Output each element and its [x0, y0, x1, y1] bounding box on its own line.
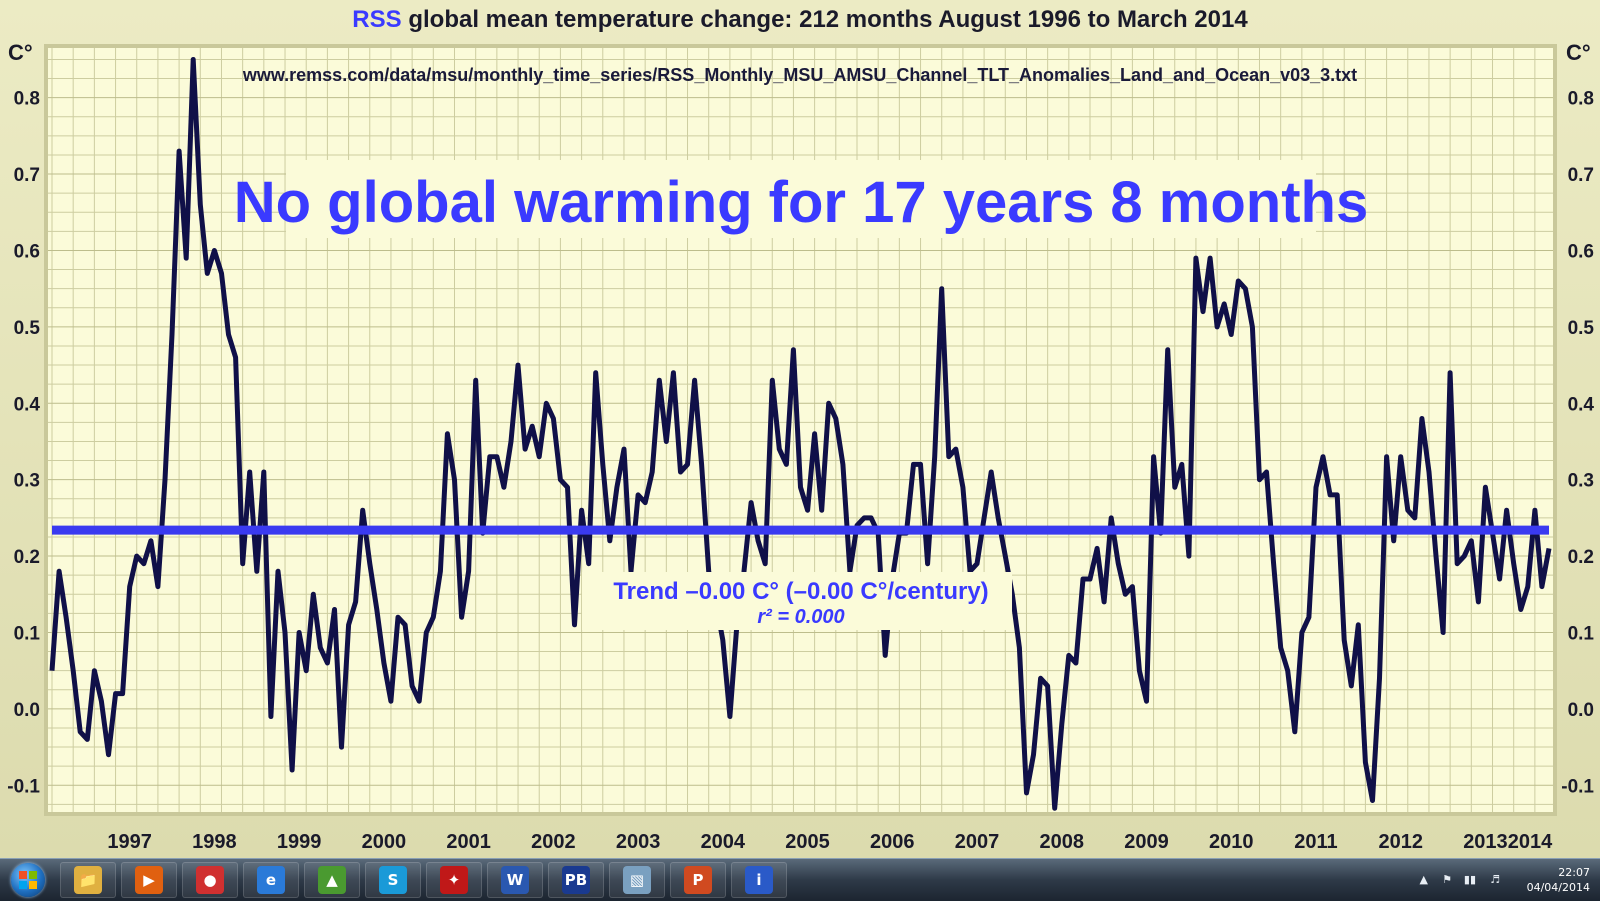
taskbar-app-skype[interactable]: S — [365, 862, 421, 898]
clock-date: 04/04/2014 — [1526, 881, 1590, 894]
clock-time: 22:07 — [1558, 866, 1590, 879]
taskbar-app-acrobat[interactable]: ✦ — [426, 862, 482, 898]
y-tick-label-left: 0.1 — [14, 623, 41, 644]
source-url: www.remss.com/data/msu/monthly_time_seri… — [242, 65, 1357, 85]
info-icon: i — [745, 866, 773, 894]
taskbar-app-media-player[interactable]: ▶ — [121, 862, 177, 898]
series-line-temperature — [49, 57, 1552, 811]
y-tick-label-right: 0.4 — [1568, 394, 1595, 415]
taskbar-app-powerbasic[interactable]: PB — [548, 862, 604, 898]
start-button[interactable] — [6, 862, 50, 898]
x-tick-label: 2008 — [1040, 831, 1085, 853]
tray-signal-icon[interactable]: ▮▮ — [1463, 873, 1476, 886]
generic-app-icon: ▧ — [623, 866, 651, 894]
windows-start-icon — [11, 863, 45, 897]
powerbasic-icon: PB — [562, 866, 590, 894]
x-tick-label: 1999 — [277, 831, 322, 853]
x-tick-label: 2000 — [362, 831, 407, 853]
skype-icon: S — [379, 866, 407, 894]
x-tick-label: 2013 — [1463, 831, 1508, 853]
acrobat-icon: ✦ — [440, 866, 468, 894]
taskbar-app-file-explorer[interactable]: 📁 — [60, 862, 116, 898]
y-tick-label-left: 0.7 — [14, 165, 40, 186]
x-tick-label: 2009 — [1124, 831, 1169, 853]
internet-explorer-icon: e — [257, 866, 285, 894]
y-unit-label-right: C° — [1566, 40, 1591, 65]
word-icon: W — [501, 866, 529, 894]
y-tick-label-right: -0.1 — [1561, 776, 1594, 797]
x-tick-label: 2011 — [1294, 831, 1337, 853]
chart-frame: 0.8 0.8 0.7 0.7 0.6 0.6 0.5 0.5 0.4 0.4 0.3 0.3 0.2 0… — [0, 0, 1600, 858]
headline: No global warming for 17 years 8 months — [234, 170, 1368, 235]
x-tick-label: 2014 — [1508, 831, 1553, 853]
r-squared-annotation: r² = 0.000 — [757, 606, 844, 628]
y-tick-label-right: 0.6 — [1568, 241, 1594, 262]
chart-title: RSS global mean temperature change: 212 … — [0, 6, 1600, 34]
y-tick-label-left: 0.2 — [14, 547, 40, 568]
chart: 0.8 0.8 0.7 0.7 0.6 0.6 0.5 0.5 0.4 0.4 0.3 0.3 0.2 0… — [7, 40, 1595, 853]
x-tick-label: 2001 — [446, 831, 491, 853]
taskbar-app-info[interactable]: i — [731, 862, 787, 898]
trend-annotation: Trend –0.00 C° (–0.00 C°/century) — [613, 578, 988, 605]
tray-flag-icon[interactable]: ⚑ — [1442, 873, 1452, 886]
y-tick-label-right: 0.5 — [1568, 318, 1595, 339]
tray-arrow-icon[interactable]: ▲ — [1419, 873, 1428, 886]
y-unit-label-left: C° — [8, 40, 33, 65]
powerpoint-icon: P — [684, 866, 712, 894]
y-tick-label-right: 0.0 — [1568, 700, 1594, 721]
chrome-icon: ● — [196, 866, 224, 894]
x-tick-label: 1998 — [192, 831, 237, 853]
headline-background — [286, 160, 1316, 238]
y-tick-label-left: -0.1 — [7, 776, 40, 797]
media-player-icon: ▶ — [135, 866, 163, 894]
tray-volume-icon[interactable]: ♬ — [1490, 873, 1500, 886]
title-rss: RSS — [352, 6, 402, 33]
x-tick-label: 1997 — [107, 831, 152, 853]
taskbar-app-chrome[interactable]: ● — [182, 862, 238, 898]
x-tick-label: 2006 — [870, 831, 915, 853]
taskbar-app-generic-app[interactable]: ▧ — [609, 862, 665, 898]
y-tick-label-right: 0.3 — [1568, 471, 1594, 492]
file-explorer-icon: 📁 — [74, 866, 102, 894]
chart-app-icon: ▲ — [318, 866, 346, 894]
y-tick-label-right: 0.2 — [1568, 547, 1594, 568]
x-tick-label: 2010 — [1209, 831, 1254, 853]
y-tick-label-right: 0.8 — [1568, 89, 1594, 110]
y-tick-label-left: 0.8 — [14, 89, 40, 110]
x-tick-label: 2004 — [701, 831, 746, 853]
x-tick-label: 2002 — [531, 831, 576, 853]
y-tick-label-left: 0.5 — [14, 318, 41, 339]
y-tick-label-left: 0.3 — [14, 471, 40, 492]
y-tick-label-left: 0.6 — [14, 241, 40, 262]
x-tick-label: 2003 — [616, 831, 661, 853]
x-tick-label: 2005 — [785, 831, 830, 853]
taskbar-app-powerpoint[interactable]: P — [670, 862, 726, 898]
y-tick-label-right: 0.7 — [1568, 165, 1594, 186]
taskbar-app-internet-explorer[interactable]: e — [243, 862, 299, 898]
trend-label-background — [582, 572, 1012, 630]
y-tick-label-left: 0.4 — [14, 394, 41, 415]
taskbar-app-word[interactable]: W — [487, 862, 543, 898]
y-tick-label-right: 0.1 — [1568, 623, 1595, 644]
x-tick-label: 2012 — [1378, 831, 1423, 853]
system-tray: ▲ ⚑ ▮▮ ♬ 22:07 04/04/2014 — [1410, 859, 1600, 901]
y-tick-label-left: 0.0 — [14, 700, 40, 721]
clock[interactable]: 22:07 04/04/2014 — [1527, 865, 1590, 895]
taskbar-app-chart-app[interactable]: ▲ — [304, 862, 360, 898]
title-text: global mean temperature change: 212 mont… — [408, 6, 1248, 33]
x-tick-label: 2007 — [955, 831, 1000, 853]
